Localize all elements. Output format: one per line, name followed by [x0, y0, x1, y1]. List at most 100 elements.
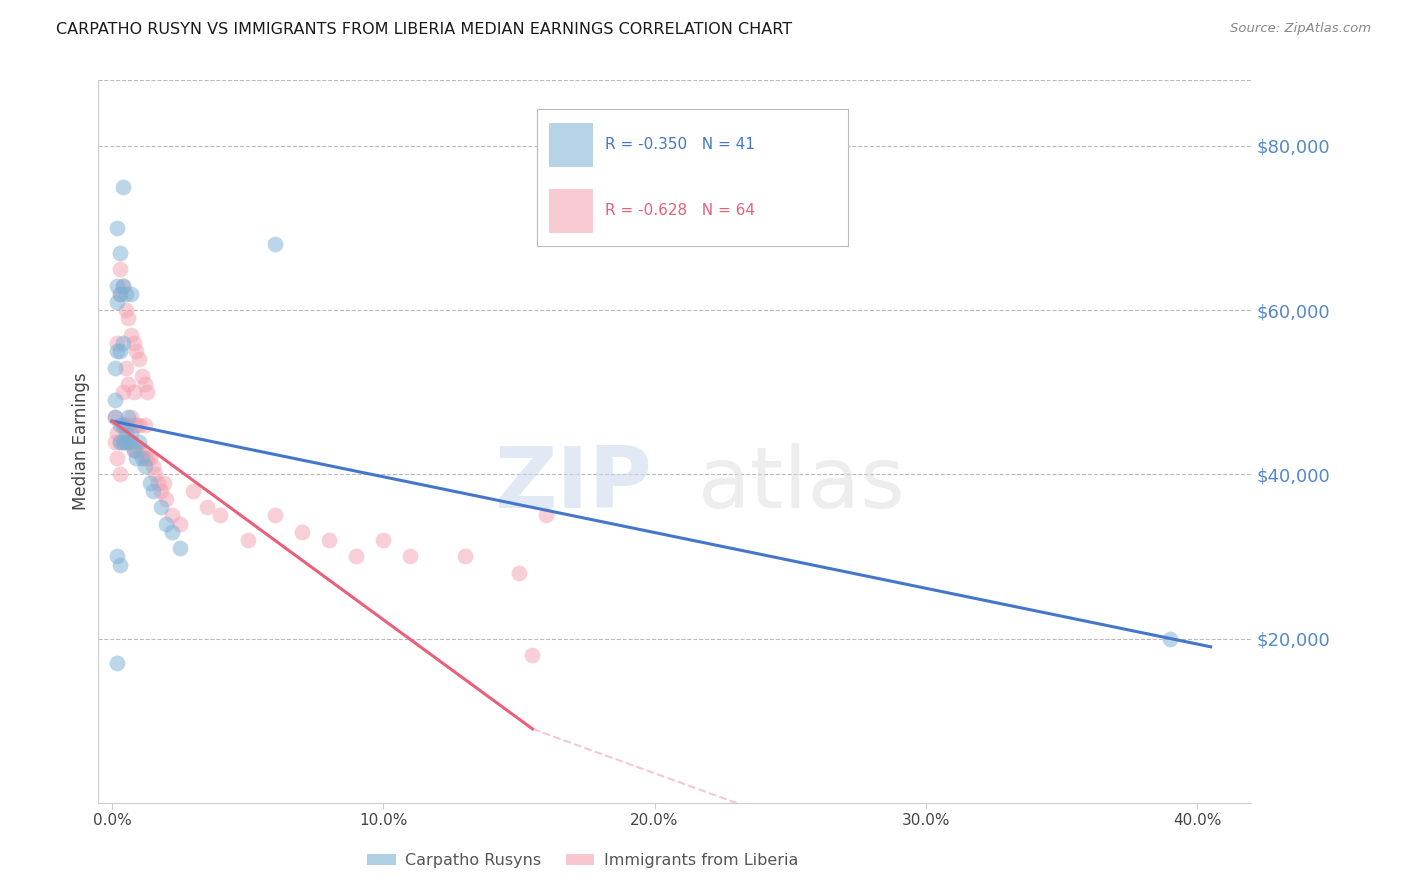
Point — [120, 434, 142, 449]
Point — [134, 450, 156, 465]
Point — [104, 393, 127, 408]
Point — [104, 434, 127, 449]
Point — [114, 434, 136, 449]
Point — [131, 368, 153, 383]
Point — [152, 475, 174, 490]
Point — [522, 648, 544, 662]
Point — [136, 450, 159, 465]
Point — [120, 409, 142, 424]
Point — [125, 442, 148, 457]
Point — [107, 657, 129, 671]
Point — [122, 442, 145, 457]
Point — [134, 418, 156, 433]
Point — [107, 450, 129, 465]
Point — [128, 352, 150, 367]
Point — [108, 286, 131, 301]
Point — [108, 418, 131, 433]
Point — [117, 434, 139, 449]
Point — [344, 549, 367, 564]
Point — [114, 418, 136, 433]
Text: Source: ZipAtlas.com: Source: ZipAtlas.com — [1230, 22, 1371, 36]
Point — [104, 409, 127, 424]
Point — [107, 221, 129, 235]
Point — [120, 434, 142, 449]
Point — [236, 533, 259, 547]
Point — [131, 450, 153, 465]
Point — [107, 295, 129, 310]
Point — [128, 434, 150, 449]
Point — [125, 344, 148, 359]
Point — [183, 483, 205, 498]
Text: atlas: atlas — [697, 443, 905, 526]
Point — [111, 336, 134, 351]
Point — [117, 434, 139, 449]
Point — [453, 549, 475, 564]
Point — [107, 344, 129, 359]
Point — [125, 418, 148, 433]
Point — [155, 491, 177, 506]
Text: ZIP: ZIP — [494, 443, 652, 526]
Point — [534, 508, 557, 523]
Point — [122, 418, 145, 433]
Y-axis label: Median Earnings: Median Earnings — [72, 373, 90, 510]
Point — [108, 434, 131, 449]
Point — [136, 385, 159, 400]
Point — [399, 549, 422, 564]
Point — [114, 286, 136, 301]
Point — [104, 409, 127, 424]
Point — [114, 426, 136, 441]
Point — [134, 459, 156, 474]
Point — [117, 311, 139, 326]
Point — [169, 541, 191, 556]
Point — [108, 467, 131, 482]
Point — [291, 524, 314, 539]
Point — [134, 377, 156, 392]
Point — [1159, 632, 1181, 646]
Point — [117, 418, 139, 433]
Point — [108, 245, 131, 260]
Point — [108, 286, 131, 301]
Point — [160, 524, 183, 539]
Point — [131, 442, 153, 457]
Point — [111, 418, 134, 433]
Point — [149, 483, 172, 498]
Text: CARPATHO RUSYN VS IMMIGRANTS FROM LIBERIA MEDIAN EARNINGS CORRELATION CHART: CARPATHO RUSYN VS IMMIGRANTS FROM LIBERI… — [56, 22, 793, 37]
Point — [120, 426, 142, 441]
Point — [145, 467, 167, 482]
Point — [117, 377, 139, 392]
Point — [104, 360, 127, 375]
Point — [155, 516, 177, 531]
Point — [195, 500, 218, 515]
Point — [125, 450, 148, 465]
Point — [263, 508, 285, 523]
Point — [149, 500, 172, 515]
Point — [114, 303, 136, 318]
Point — [209, 508, 232, 523]
Point — [142, 483, 165, 498]
Point — [114, 360, 136, 375]
Legend: Carpatho Rusyns, Immigrants from Liberia: Carpatho Rusyns, Immigrants from Liberia — [361, 847, 804, 874]
Point — [107, 549, 129, 564]
Point — [111, 434, 134, 449]
Point — [122, 442, 145, 457]
Point — [122, 336, 145, 351]
Point — [120, 286, 142, 301]
Point — [128, 418, 150, 433]
Point — [139, 475, 162, 490]
Point — [318, 533, 340, 547]
Point — [107, 336, 129, 351]
Point — [111, 434, 134, 449]
Point — [146, 475, 169, 490]
Point — [122, 385, 145, 400]
Point — [508, 566, 530, 580]
Point — [111, 278, 134, 293]
Point — [108, 262, 131, 277]
Point — [263, 237, 285, 252]
Point — [111, 385, 134, 400]
Point — [120, 327, 142, 342]
Point — [111, 418, 134, 433]
Point — [108, 344, 131, 359]
Point — [114, 434, 136, 449]
Point — [111, 180, 134, 194]
Point — [169, 516, 191, 531]
